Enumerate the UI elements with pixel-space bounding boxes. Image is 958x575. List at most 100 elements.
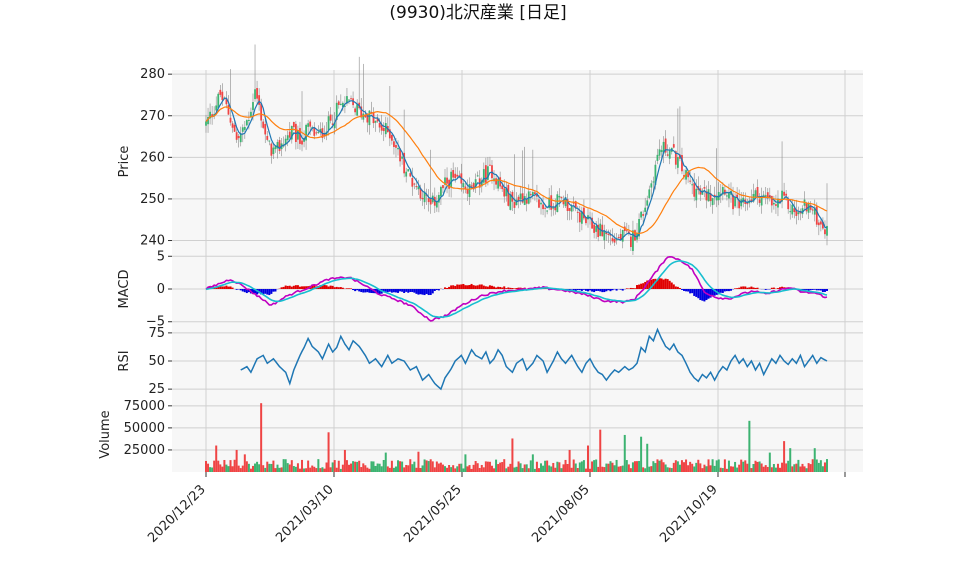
candle-body	[546, 210, 549, 212]
candle-body	[207, 117, 209, 125]
candle-body	[368, 110, 371, 126]
volume-bar	[631, 462, 634, 472]
volume-bar	[484, 461, 487, 472]
candle-body	[611, 238, 614, 242]
macd-hist-bar	[689, 289, 692, 294]
candle-body	[619, 234, 622, 241]
volume-bar	[405, 464, 408, 472]
macd-hist-bar	[695, 289, 698, 297]
macd-hist-bar	[352, 289, 355, 291]
y-tick-label: 270	[140, 109, 165, 124]
candle-body	[707, 189, 710, 202]
macd-hist-bar	[339, 287, 342, 289]
candle-body	[658, 149, 661, 156]
candle-body	[254, 89, 256, 100]
candle-body	[464, 186, 467, 190]
macd-hist-bar	[337, 287, 340, 289]
volume-bar	[292, 466, 295, 472]
candle-body	[431, 195, 434, 203]
candle-body	[286, 135, 289, 141]
y-tick-label: −5	[146, 315, 165, 330]
volume-bar	[415, 467, 418, 472]
volume-bar	[713, 465, 716, 472]
volume-bar	[478, 467, 481, 472]
macd-hist-bar	[691, 289, 694, 294]
macd-hist-bar	[354, 289, 357, 292]
macd-hist-bar	[319, 285, 322, 289]
candle-body	[752, 193, 755, 202]
macd-hist-bar	[719, 289, 722, 293]
candle-body	[621, 230, 624, 242]
candle-body	[239, 133, 242, 143]
macd-hist-bar	[392, 289, 395, 293]
macd-hist-bar	[235, 289, 238, 290]
macd-hist-bar	[341, 287, 344, 289]
candle-body	[258, 95, 261, 105]
candle-body	[482, 169, 485, 183]
candle-body	[791, 204, 794, 215]
candle-body	[822, 221, 824, 229]
macd-hist-bar	[417, 289, 420, 295]
volume-bar	[826, 459, 828, 472]
macd-hist-bar	[219, 286, 222, 289]
candle-body	[341, 102, 344, 107]
macd-hist-bar	[742, 286, 745, 289]
volume-bar	[691, 463, 694, 472]
candle-body	[736, 194, 739, 198]
candle-body	[795, 209, 798, 216]
candle-body	[811, 209, 814, 211]
candle-body	[384, 123, 387, 135]
candle-body	[613, 238, 616, 243]
macd-hist-bar	[274, 289, 277, 292]
volume-bar	[725, 468, 728, 472]
volume-bar	[548, 465, 551, 472]
macd-hist-bar	[764, 289, 767, 290]
candle-body	[652, 181, 655, 183]
macd-hist-bar	[815, 289, 818, 291]
volume-bar	[380, 466, 383, 472]
macd-hist-bar	[270, 289, 273, 294]
volume-bar	[729, 466, 732, 472]
macd-hist-bar	[821, 289, 824, 293]
candle-body	[480, 180, 483, 187]
panel-price-bg	[172, 70, 863, 253]
macd-hist-bar	[268, 289, 271, 296]
volume-bar	[382, 459, 385, 472]
volume-bar	[211, 467, 214, 472]
volume-bar	[668, 467, 671, 472]
macd-hist-bar	[227, 286, 230, 289]
candle-body	[472, 183, 475, 190]
volume-bar	[660, 459, 663, 472]
macd-hist-bar	[415, 289, 418, 294]
macd-hist-bar	[638, 284, 641, 289]
candle-body	[374, 120, 377, 123]
macd-hist-bar	[321, 285, 324, 289]
volume-bar	[562, 464, 565, 472]
candle-body	[256, 88, 258, 99]
macd-hist-bar	[462, 283, 465, 289]
candle-body	[683, 175, 685, 177]
macd-hist-bar	[488, 285, 491, 289]
macd-hist-bar	[460, 284, 463, 289]
volume-bar	[260, 403, 263, 472]
volume-bar	[480, 464, 483, 472]
candle-body	[413, 183, 416, 185]
candle-body	[360, 106, 363, 118]
volume-bar	[519, 463, 522, 472]
macd-hist-bar	[683, 289, 686, 291]
volume-bar	[215, 445, 218, 472]
macd-hist-bar	[331, 285, 334, 289]
macd-hist-bar	[301, 286, 304, 289]
volume-bar	[323, 468, 326, 472]
macd-hist-bar	[621, 289, 624, 291]
macd-hist-bar	[709, 289, 712, 298]
volume-bar	[505, 468, 508, 472]
macd-hist-bar	[446, 287, 449, 289]
macd-hist-bar	[476, 285, 479, 289]
candle-body	[221, 91, 224, 101]
volume-bar	[819, 460, 822, 472]
volume-bar	[791, 466, 794, 472]
candle-body	[317, 131, 320, 133]
volume-bar	[278, 467, 281, 472]
